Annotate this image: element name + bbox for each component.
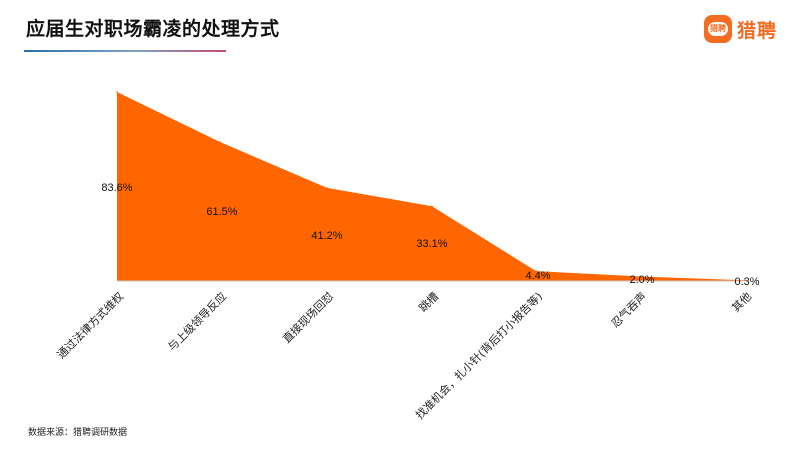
data-point <box>326 187 328 189</box>
data-point <box>116 91 118 93</box>
page-title: 应届生对职场霸凌的处理方式 <box>26 18 280 40</box>
data-point <box>535 270 537 272</box>
x-tick-label: 忍气吞声 <box>608 289 649 330</box>
data-label: 33.1% <box>416 238 447 250</box>
x-tick-label: 其他 <box>729 290 754 315</box>
data-label: 0.3% <box>734 276 759 288</box>
x-tick-label: 直接现场回怼 <box>280 289 337 346</box>
data-label: 4.4% <box>525 270 550 282</box>
data-point <box>744 279 746 282</box>
brand-logo: 猎聘 猎聘 <box>704 15 777 43</box>
data-source-note: 数据来源：猎聘调研数据 <box>28 428 128 438</box>
x-tick-label: 与上级领导反应 <box>165 289 229 353</box>
brand-name: 猎聘 <box>737 19 778 42</box>
data-point <box>431 205 433 207</box>
title-underline <box>24 50 226 52</box>
data-label: 83.6% <box>101 182 132 194</box>
data-label: 2.0% <box>629 274 654 286</box>
x-tick-label: 找准机会，扎小针(背后打小报告等) <box>412 289 545 422</box>
chat-bubble-icon: 猎聘 <box>704 15 732 43</box>
x-tick-label: 跳槽 <box>416 289 441 314</box>
data-label: 41.2% <box>311 230 342 242</box>
logo-mark-text: 猎聘 <box>708 22 728 36</box>
x-tick-label: 通过法律方式维权 <box>54 289 126 361</box>
data-label: 61.5% <box>206 206 237 218</box>
data-point <box>219 141 221 143</box>
data-point <box>639 275 641 278</box>
area-series <box>117 92 745 281</box>
